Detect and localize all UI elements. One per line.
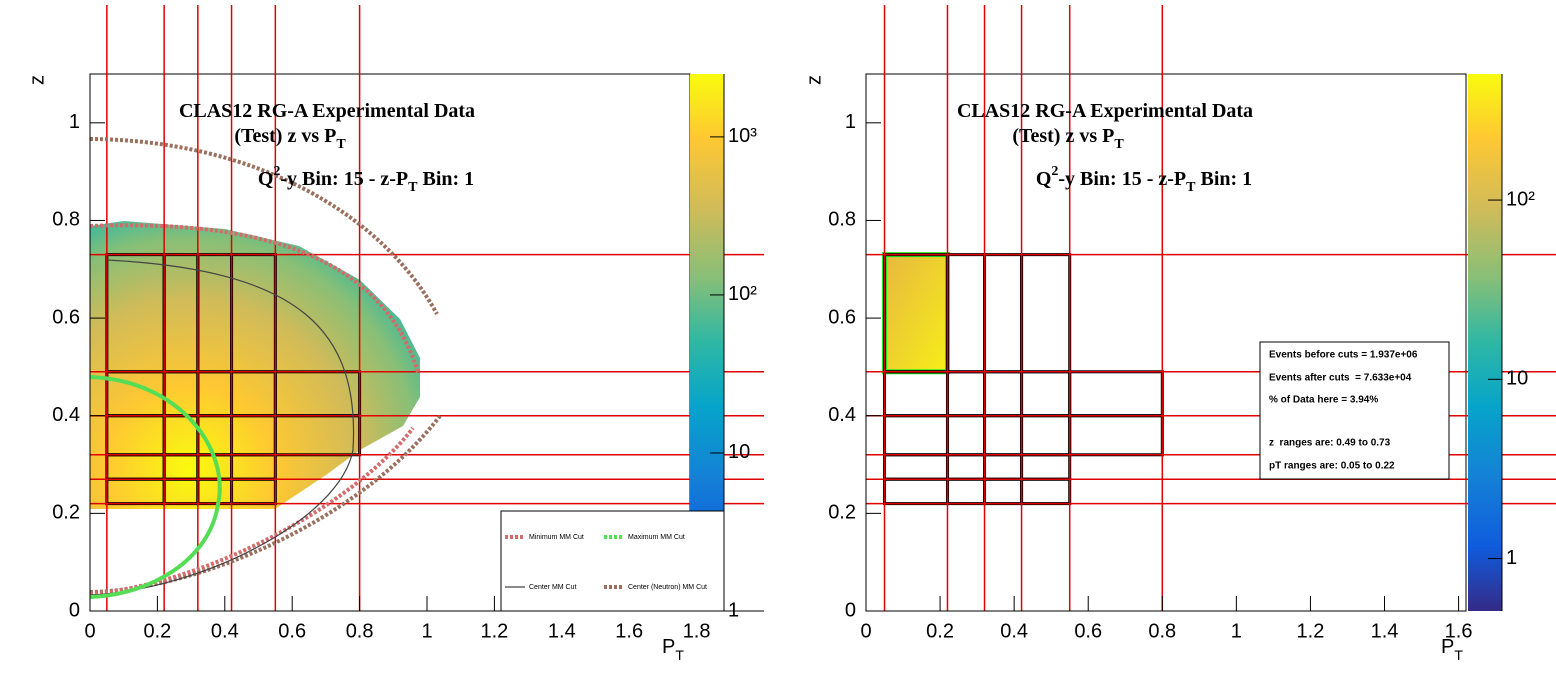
title-line-part: T	[408, 180, 418, 195]
x-tick-label: 0.6	[278, 620, 306, 642]
panel-right-grid	[866, 5, 1556, 611]
x-tick-label: 1.2	[480, 620, 508, 642]
x-tick-label: 0.2	[926, 620, 954, 642]
legend-label: Maximum MM Cut	[628, 534, 685, 541]
y-tick-label: 0.6	[52, 306, 80, 328]
center-cut	[89, 259, 355, 596]
title-line-part: -y Bin: 15 - z-P	[280, 168, 408, 190]
panel-left-grid	[90, 5, 764, 611]
title-line-part: T	[1114, 137, 1124, 152]
stats-line: % of Data here = 3.94%	[1269, 395, 1378, 406]
min-cut-upper	[89, 223, 420, 373]
highlight-bin	[882, 252, 950, 375]
title-line-part: (Test) z vs P	[234, 125, 336, 147]
x-tick-label: 1.4	[1371, 620, 1399, 642]
title-line-part: CLAS12 RG-A Experimental Data	[179, 100, 475, 122]
y-axis-label: z	[26, 75, 48, 85]
overlay: 0 0.2 0.4 0.6 0.8 1 1.2 1.4 1.6 1.8 0 0.2 0.4 0.6 0.8 1…	[26, 74, 1535, 663]
x-tick-label: 1.6	[615, 620, 643, 642]
y-tick-label: 1	[845, 111, 856, 133]
x-tick-label: 0.6	[1074, 620, 1102, 642]
max-cut	[89, 375, 222, 599]
title-line-part: 2	[1051, 164, 1058, 179]
colorbar-tick-label: 10	[1506, 368, 1528, 390]
x-tick-label: 1.8	[683, 620, 711, 642]
y-tick-label: 0.4	[828, 404, 856, 426]
colorbar-tick-label: 10³	[728, 125, 757, 147]
x-axis-label: PT	[662, 636, 684, 662]
x-tick-label: 1.6	[1445, 620, 1473, 642]
title-line-part: -y Bin: 15 - z-P	[1058, 168, 1186, 190]
x-tick-label: 0.4	[1000, 620, 1028, 642]
title-line-part: Bin: 1	[417, 168, 474, 190]
colorbar	[1468, 74, 1502, 611]
y-tick-label: 0	[845, 599, 856, 621]
title-line-part: T	[1186, 180, 1196, 195]
x-axis-label-part: T	[675, 647, 684, 663]
colorbar-tick-label: 10²	[1506, 188, 1535, 210]
title-line-part: Bin: 1	[1195, 168, 1252, 190]
legend-label: Minimum MM Cut	[529, 534, 584, 541]
x-tick-label: 1	[1231, 620, 1242, 642]
min-cut-lower	[89, 426, 415, 596]
colorbar-tick-label: 1	[728, 599, 739, 621]
title-line: Q2-y Bin: 15 - z-PT Bin: 1	[1036, 164, 1252, 195]
x-tick-label: 1	[421, 620, 432, 642]
y-tick-label: 0.6	[828, 306, 856, 328]
title-line-part: 2	[273, 164, 280, 179]
y-tick-label: 0.8	[52, 209, 80, 231]
y-tick-label: 0.8	[828, 209, 856, 231]
stats-line: pT ranges are: 0.05 to 0.22	[1269, 461, 1395, 472]
x-tick-label: 1.2	[1297, 620, 1325, 642]
title-line: CLAS12 RG-A Experimental Data	[957, 100, 1253, 122]
x-tick-label: 0.2	[143, 620, 171, 642]
x-axis-label-part: P	[662, 636, 675, 658]
y-tick-label: 1	[69, 111, 80, 133]
stats-line: Events after cuts = 7.633e+04	[1269, 373, 1412, 384]
colorbar-tick-label: 10	[728, 441, 750, 463]
title-line-part: Q	[1036, 168, 1052, 190]
title-line: (Test) z vs PT	[234, 125, 346, 153]
stats-box	[1259, 341, 1450, 480]
y-tick-label: 0.4	[52, 404, 80, 426]
x-tick-label: 0.4	[211, 620, 239, 642]
title-line-part: CLAS12 RG-A Experimental Data	[957, 100, 1253, 122]
stats-line: Events before cuts = 1.937e+06	[1269, 350, 1418, 361]
x-tick-label: 0	[84, 620, 95, 642]
x-tick-label: 0.8	[346, 620, 374, 642]
y-axis-label: z	[803, 75, 825, 85]
heatmap	[90, 221, 420, 509]
title-line: Q2-y Bin: 15 - z-PT Bin: 1	[258, 164, 474, 195]
title-line-part: T	[336, 137, 346, 152]
x-tick-label: 0.8	[1148, 620, 1176, 642]
legend-box	[500, 510, 725, 612]
x-tick-label: 1.4	[548, 620, 576, 642]
title-line-part: Q	[258, 168, 274, 190]
panel-left-curves	[89, 137, 442, 599]
colorbar-tick-label: 1	[1506, 547, 1517, 569]
x-axis-label: PT	[1441, 636, 1463, 662]
legend-label: Center (Neutron) MM Cut	[628, 584, 707, 591]
colorbar-tick-label: 10²	[728, 283, 757, 305]
y-tick-label: 0.2	[52, 502, 80, 524]
title-line: (Test) z vs PT	[1012, 125, 1124, 153]
x-axis-label-part: T	[1454, 647, 1463, 663]
x-tick-label: 0	[860, 620, 871, 642]
title-line: CLAS12 RG-A Experimental Data	[179, 100, 475, 122]
legend-label: Center MM Cut	[529, 584, 577, 591]
stats-line: z ranges are: 0.49 to 0.73	[1269, 438, 1391, 449]
y-tick-label: 0	[69, 599, 80, 621]
y-tick-label: 0.2	[828, 502, 856, 524]
panel-left-base	[89, 73, 691, 612]
title-line-part: (Test) z vs P	[1012, 125, 1114, 147]
x-axis-label-part: P	[1441, 636, 1454, 658]
